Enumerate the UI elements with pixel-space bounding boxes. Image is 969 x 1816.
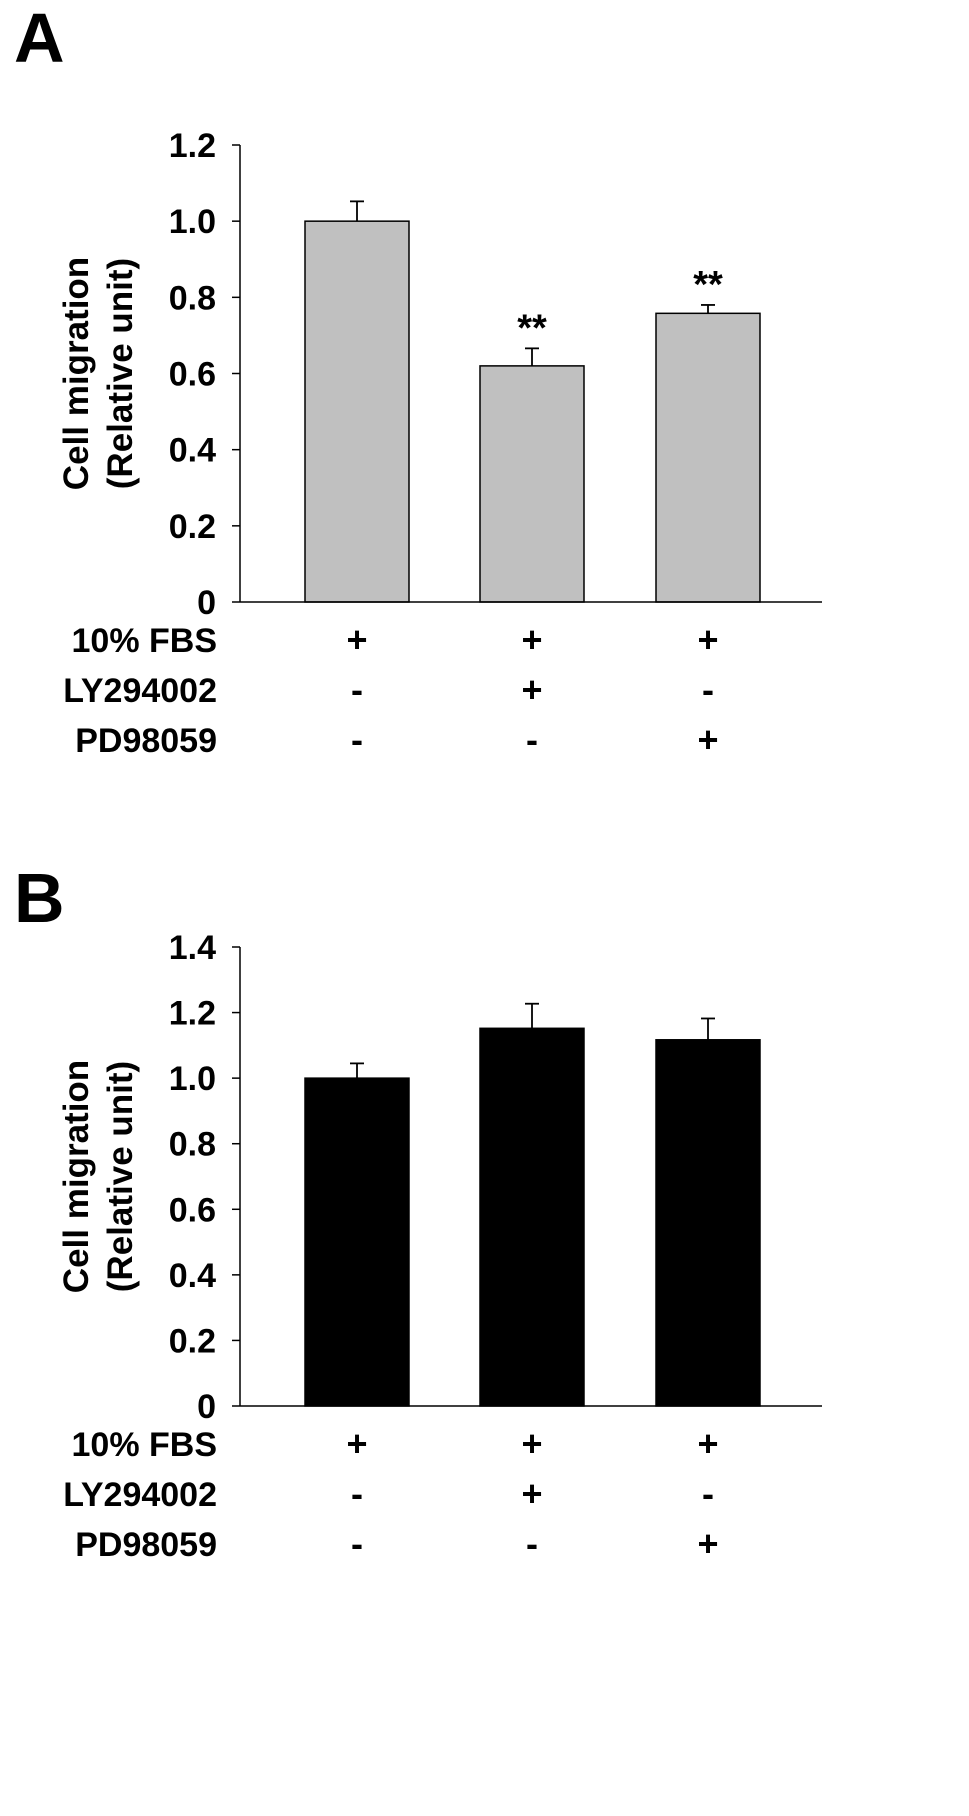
panel-letter: B — [14, 859, 65, 937]
y-tick-label: 0 — [197, 1388, 216, 1426]
bar — [479, 365, 585, 603]
y-tick-label: 1.2 — [169, 127, 216, 165]
condition-mark: + — [521, 1423, 542, 1464]
y-tick-label: 1.4 — [169, 929, 216, 967]
condition-label: 10% FBS — [72, 622, 218, 660]
condition-mark: - — [351, 669, 363, 710]
y-tick-label: 0.2 — [169, 508, 216, 546]
y-tick-label: 1.0 — [169, 203, 216, 241]
condition-mark: + — [521, 669, 542, 710]
condition-mark: + — [697, 1523, 718, 1564]
y-tick-label: 0 — [197, 584, 216, 622]
condition-mark: - — [702, 669, 714, 710]
condition-mark: + — [521, 1473, 542, 1514]
condition-label: LY294002 — [63, 1476, 217, 1514]
bar — [304, 1077, 410, 1407]
y-axis-title-line2: (Relative unit) — [101, 1061, 140, 1292]
condition-mark: - — [702, 1473, 714, 1514]
condition-mark: + — [346, 1423, 367, 1464]
y-axis-title-line1: Cell migration — [57, 257, 96, 490]
y-tick-label: 0.6 — [169, 1191, 216, 1229]
condition-mark: - — [351, 1473, 363, 1514]
y-axis-title-line2: (Relative unit) — [101, 258, 140, 489]
condition-mark: + — [697, 719, 718, 760]
y-tick-label: 1.2 — [169, 995, 216, 1033]
condition-mark: - — [351, 719, 363, 760]
condition-label: LY294002 — [63, 672, 217, 710]
condition-label: PD98059 — [75, 1526, 217, 1564]
condition-mark: - — [526, 1523, 538, 1564]
condition-mark: - — [351, 1523, 363, 1564]
y-tick-label: 1.0 — [169, 1060, 216, 1098]
y-tick-label: 0.2 — [169, 1322, 216, 1360]
bar — [655, 1039, 761, 1407]
y-tick-label: 0.4 — [169, 1257, 216, 1295]
significance-label: ** — [693, 264, 723, 306]
y-tick-label: 0.8 — [169, 279, 216, 317]
panel-letter: A — [14, 0, 65, 77]
condition-mark: + — [521, 619, 542, 660]
bar — [479, 1027, 585, 1407]
condition-mark: + — [697, 1423, 718, 1464]
y-tick-label: 0.8 — [169, 1126, 216, 1164]
condition-label: PD98059 — [75, 722, 217, 760]
y-tick-label: 0.4 — [169, 432, 216, 470]
bar — [304, 220, 410, 603]
condition-mark: + — [346, 619, 367, 660]
y-axis-title-line1: Cell migration — [57, 1060, 96, 1293]
significance-label: ** — [517, 307, 547, 349]
condition-mark: - — [526, 719, 538, 760]
condition-label: 10% FBS — [72, 1426, 218, 1464]
chart-panel-b: B Cell migration (Relative unit) 0 0.2 0.4 0.6… — [14, 859, 822, 1564]
y-tick-label: 0.6 — [169, 356, 216, 394]
bar — [655, 312, 761, 603]
condition-mark: + — [697, 619, 718, 660]
chart-panel-a: A Cell migration (Relative unit) ** ** 0 0.2 0.… — [14, 0, 822, 760]
